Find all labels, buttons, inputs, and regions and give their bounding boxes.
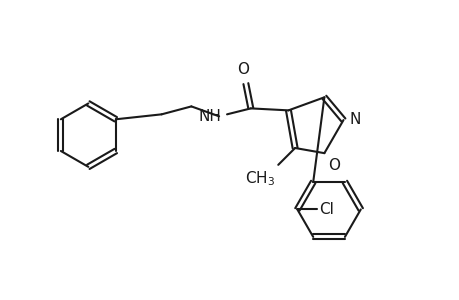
- Text: Cl: Cl: [319, 202, 333, 217]
- Text: N: N: [349, 112, 360, 127]
- Text: NH: NH: [198, 109, 221, 124]
- Text: O: O: [328, 158, 340, 173]
- Text: O: O: [236, 62, 248, 77]
- Text: CH$_3$: CH$_3$: [245, 170, 274, 188]
